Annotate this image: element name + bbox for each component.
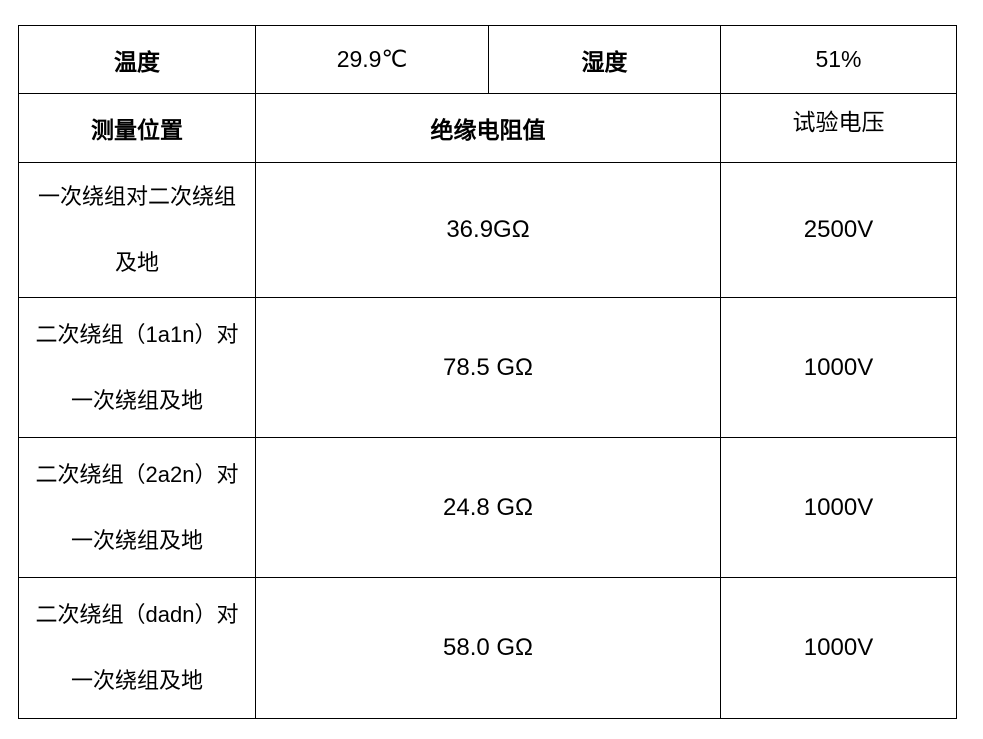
measurement-position-cell: 二次绕组（1a1n）对 一次绕组及地	[18, 297, 256, 438]
position-line-1: 二次绕组（1a1n）对	[35, 321, 239, 347]
humidity-value: 51%	[720, 25, 957, 94]
position-column-header: 测量位置	[18, 93, 256, 163]
position-line-2: 一次绕组及地	[70, 387, 203, 413]
voltage-column-header: 试验电压	[720, 93, 957, 163]
resistance-value: 36.9GΩ	[255, 162, 721, 298]
header-row: 测量位置 绝缘电阻值 试验电压	[18, 93, 957, 163]
test-voltage: 1000V	[720, 437, 957, 578]
humidity-label: 湿度	[488, 25, 721, 94]
position-line-2: 及地	[114, 250, 159, 275]
position-line-1: 二次绕组（2a2n）对	[35, 461, 239, 487]
test-voltage: 2500V	[720, 162, 957, 298]
environment-row: 温度 29.9℃ 湿度 51%	[18, 25, 957, 94]
table-row: 二次绕组（1a1n）对 一次绕组及地 78.5 GΩ 1000V	[18, 297, 957, 438]
position-line-2: 一次绕组及地	[70, 527, 203, 553]
temperature-label: 温度	[18, 25, 256, 94]
test-voltage: 1000V	[720, 577, 957, 719]
table-row: 二次绕组（dadn）对 一次绕组及地 58.0 GΩ 1000V	[18, 577, 957, 719]
test-voltage: 1000V	[720, 297, 957, 438]
table-row: 一次绕组对二次绕组 及地 36.9GΩ 2500V	[18, 162, 957, 298]
measurement-position-cell: 一次绕组对二次绕组 及地	[18, 162, 256, 298]
resistance-value: 58.0 GΩ	[255, 577, 721, 719]
insulation-test-table: 温度 29.9℃ 湿度 51% 测量位置 绝缘电阻值 试验电压 一次绕组对二次绕…	[18, 25, 957, 719]
position-line-1: 一次绕组对二次绕组	[37, 184, 236, 209]
resistance-value: 78.5 GΩ	[255, 297, 721, 438]
measurement-position-cell: 二次绕组（2a2n）对 一次绕组及地	[18, 437, 256, 578]
position-line-1: 二次绕组（dadn）对	[35, 602, 239, 627]
resistance-value: 24.8 GΩ	[255, 437, 721, 578]
measurement-position-cell: 二次绕组（dadn）对 一次绕组及地	[18, 577, 256, 719]
resistance-column-header: 绝缘电阻值	[255, 93, 721, 163]
temperature-value: 29.9℃	[255, 25, 489, 94]
position-line-2: 一次绕组及地	[70, 668, 203, 693]
table-row: 二次绕组（2a2n）对 一次绕组及地 24.8 GΩ 1000V	[18, 437, 957, 578]
